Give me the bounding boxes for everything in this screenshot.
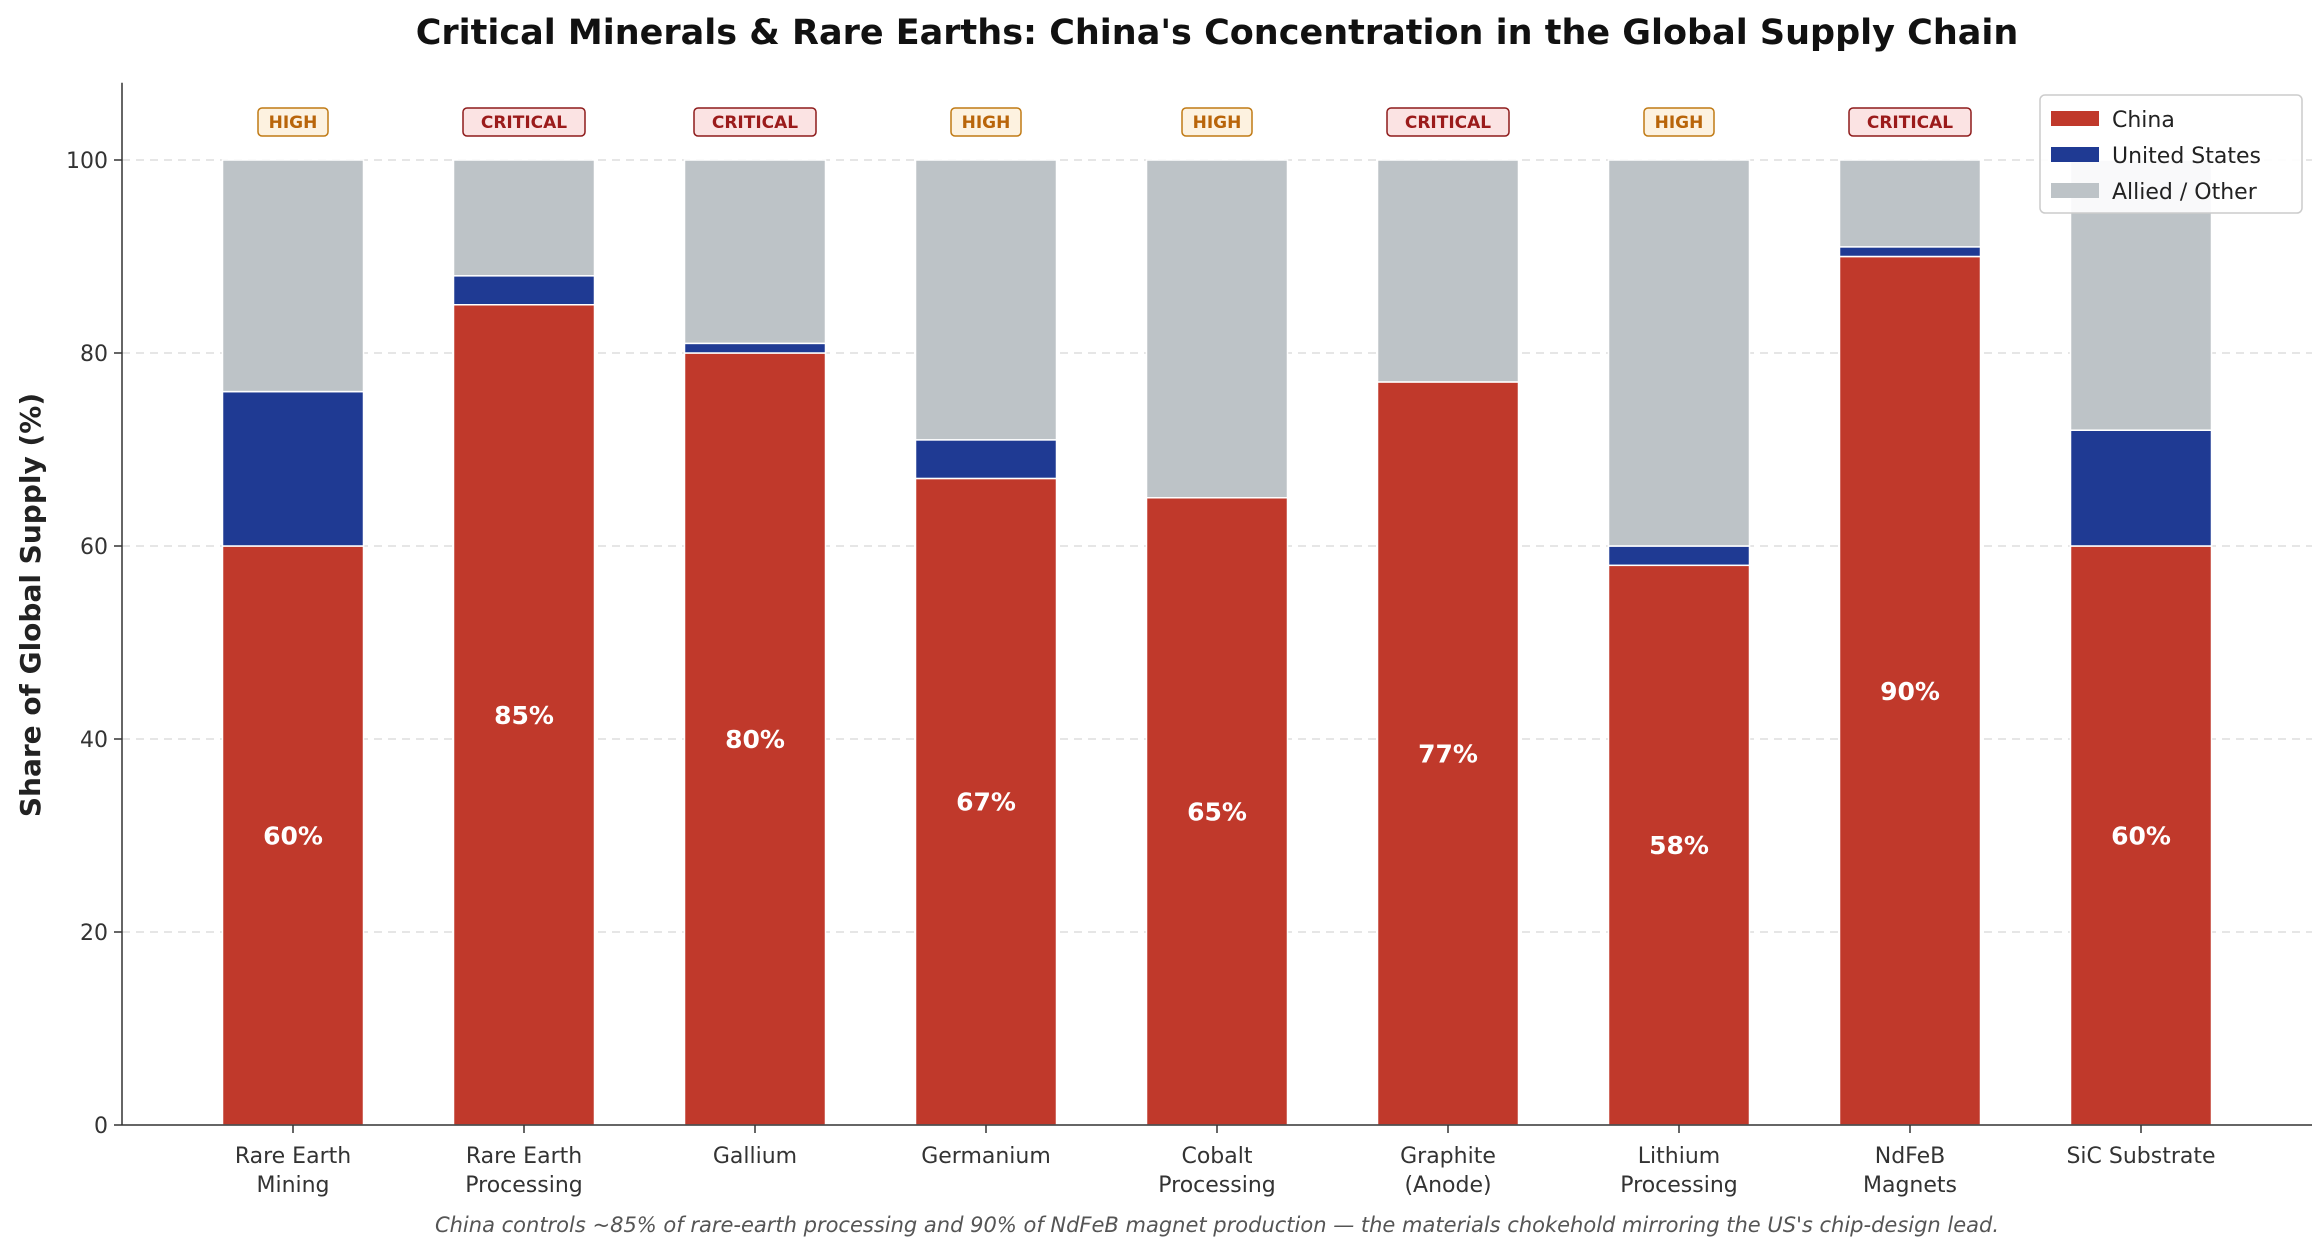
y-axis-label: Share of Global Supply (%) [14, 393, 47, 817]
y-tick-label: 100 [66, 149, 108, 174]
footnote: China controls ~85% of rare-earth proces… [435, 1213, 1999, 1237]
bar-allied-other [1145, 159, 1289, 499]
bar-china [221, 545, 365, 1126]
data-label: 65% [1187, 797, 1247, 826]
x-tick-label: Graphite [1400, 1144, 1496, 1169]
bar-allied-other [914, 159, 1058, 441]
risk-badge-label: HIGH [1193, 113, 1242, 133]
risk-badge-label: HIGH [1655, 113, 1704, 133]
y-tick-label: 60 [80, 535, 108, 560]
x-tick-label: Gallium [713, 1144, 797, 1169]
bar-china [1145, 497, 1289, 1126]
y-tick-label: 0 [94, 1114, 108, 1139]
bar-allied-other [221, 159, 365, 393]
bar-united-states [683, 342, 827, 354]
bar-allied-other [1838, 159, 1982, 248]
risk-badge [950, 107, 1022, 137]
bar-allied-other [1607, 159, 1751, 547]
bar-china [1838, 255, 1982, 1126]
x-tick-label: SiC Substrate [2066, 1144, 2215, 1169]
legend-label: China [2112, 108, 2175, 133]
risk-badge-label: CRITICAL [1867, 113, 1953, 133]
bar-allied-other [1376, 159, 1520, 383]
bar-united-states [452, 275, 596, 306]
risk-badge-label: CRITICAL [481, 113, 567, 133]
risk-badge [462, 107, 586, 137]
risk-badge-label: HIGH [269, 113, 318, 133]
x-tick-label: Rare Earth [235, 1144, 351, 1169]
y-tick-label: 20 [80, 921, 108, 946]
data-label: 80% [725, 725, 785, 754]
chart-title: Critical Minerals & Rare Earths: China's… [416, 13, 2019, 53]
bar-allied-other [452, 159, 596, 277]
x-tick-label: Processing [465, 1173, 582, 1198]
risk-badge [257, 107, 329, 137]
x-tick-label: Processing [1158, 1173, 1275, 1198]
bar-united-states [1607, 545, 1751, 567]
risk-badge-label: CRITICAL [712, 113, 798, 133]
x-tick-label: Lithium [1638, 1144, 1720, 1169]
x-tick-label: Mining [256, 1173, 329, 1198]
bar-allied-other [683, 159, 827, 345]
x-tick-label: Rare Earth [466, 1144, 582, 1169]
bar-united-states [1838, 246, 1982, 258]
bar-united-states [221, 390, 365, 547]
x-tick-label: NdFeB [1875, 1144, 1946, 1169]
risk-badge [1181, 107, 1253, 137]
legend-label: Allied / Other [2112, 180, 2258, 205]
x-tick-label: Cobalt [1181, 1144, 1252, 1169]
legend-swatch [2051, 183, 2099, 198]
legend-label: United States [2112, 144, 2261, 169]
risk-badge [693, 107, 817, 137]
bar-china [1607, 564, 1751, 1126]
y-tick-label: 80 [80, 342, 108, 367]
bar-china [2069, 545, 2213, 1126]
data-label: 60% [263, 822, 323, 851]
y-tick-label: 40 [80, 728, 108, 753]
x-tick-label: (Anode) [1404, 1173, 1491, 1198]
x-tick-label: Magnets [1863, 1173, 1957, 1198]
legend-swatch [2051, 147, 2099, 162]
data-label: 60% [2111, 822, 2171, 851]
legend-box [2039, 94, 2303, 214]
legend-swatch [2051, 111, 2099, 126]
bar-united-states [914, 439, 1058, 480]
x-tick-label: Processing [1620, 1173, 1737, 1198]
risk-badge [1643, 107, 1715, 137]
data-label: 77% [1418, 739, 1478, 768]
bar-china [452, 304, 596, 1126]
risk-badge-label: HIGH [962, 113, 1011, 133]
data-label: 90% [1880, 677, 1940, 706]
bar-united-states [2069, 429, 2213, 547]
risk-badge [1386, 107, 1510, 137]
data-label: 85% [494, 701, 554, 730]
risk-badge-label: CRITICAL [1405, 113, 1491, 133]
data-label: 67% [956, 788, 1016, 817]
data-label: 58% [1649, 831, 1709, 860]
risk-badge [1848, 107, 1972, 137]
x-tick-label: Germanium [921, 1144, 1051, 1169]
